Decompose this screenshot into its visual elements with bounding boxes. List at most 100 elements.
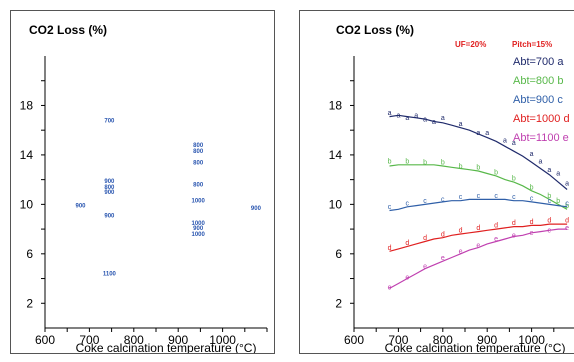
scatter-point-label: 1000	[192, 199, 206, 205]
series-data-point: d	[459, 228, 463, 235]
right-x-tick-label: 1000	[518, 333, 545, 347]
series-data-point: e	[388, 284, 392, 291]
series-data-point: b	[512, 176, 516, 183]
scatter-point-label: 900	[76, 204, 87, 210]
series-data-point: e	[459, 249, 463, 256]
series-data-point: a	[565, 181, 569, 188]
series-data-point: b	[530, 184, 534, 191]
right-x-tick-label: 700	[388, 333, 408, 347]
series-data-point: d	[476, 225, 480, 232]
left-chart-panel: 2 6 10 14 18 600 700 800 900 1000 CO2 Loss (%) Coke…	[10, 10, 275, 354]
series-data-point: d	[388, 245, 392, 252]
legend-entry: Abt=900 c	[513, 94, 563, 106]
scatter-point-label: 1000	[192, 232, 206, 238]
series-data-point: a	[396, 113, 400, 120]
series-data-point: d	[441, 231, 445, 238]
scatter-point-label: 900	[104, 213, 115, 219]
scatter-point-label: 800	[104, 185, 115, 191]
series-data-point: c	[548, 198, 552, 205]
scatter-point-label: 900	[104, 190, 115, 196]
series-data-point: e	[494, 236, 498, 243]
scatter-point-label: 1100	[103, 272, 117, 278]
scatter-point-label: 900	[193, 226, 204, 232]
series-data-point: a	[423, 116, 427, 123]
series-curve	[389, 198, 568, 212]
series-data-point: d	[494, 223, 498, 230]
series-data-point: c	[477, 193, 481, 200]
series-curve	[389, 114, 568, 190]
series-curve	[389, 164, 568, 210]
left-y-tick-label: 18	[20, 98, 34, 112]
series-data-point: c	[565, 200, 569, 207]
right-y-tick-label: 6	[335, 247, 342, 261]
legend-entry: Abt=1000 d	[513, 113, 570, 125]
right-y-tick-label: 14	[329, 148, 343, 162]
right-y-tick-label: 10	[329, 197, 343, 211]
series-data-point: a	[459, 121, 463, 128]
series-data-point: b	[565, 203, 569, 210]
series-data-point: a	[539, 158, 543, 165]
series-data-point: a	[556, 171, 560, 178]
series-data-point: b	[556, 198, 560, 205]
right-y-tick-label: 18	[329, 98, 343, 112]
series-data-point: a	[530, 151, 534, 158]
scatter-point-label: 700	[104, 118, 115, 124]
series-data-point: d	[512, 220, 516, 227]
series-data-point: b	[441, 160, 445, 167]
series-data-point: a	[441, 115, 445, 122]
series-data-point: a	[405, 115, 409, 122]
scatter-point-label: 800	[193, 143, 204, 149]
series-curve	[389, 223, 568, 252]
series-data-point: a	[388, 110, 392, 117]
param-uf: UF=20%	[455, 40, 486, 49]
right-chart-panel: 2 6 10 14 18 600 700 800 900 1000 CO2 Loss (%) Coke…	[299, 10, 574, 354]
series-data-point: c	[406, 200, 410, 207]
right-line-chart: 2 6 10 14 18 600 700 800 900 1000 CO2 Loss (%) Coke…	[329, 23, 574, 353]
series-data-point: c	[494, 193, 498, 200]
series-data-point: a	[476, 130, 480, 137]
left-y-tick-label: 6	[26, 247, 33, 261]
series-data-point: b	[547, 193, 551, 200]
scatter-point-label: 900	[251, 206, 262, 212]
param-pitch: Pitch=15%	[512, 40, 552, 49]
series-data-point: c	[441, 197, 445, 204]
series-data-point: c	[459, 194, 463, 201]
series-data-point: e	[441, 255, 445, 262]
left-chart-title: CO2 Loss (%)	[29, 23, 107, 37]
series-data-point: b	[423, 160, 427, 167]
series-data-point: d	[547, 218, 551, 225]
series-data-point: c	[530, 195, 534, 202]
series-data-point: d	[530, 219, 534, 226]
right-x-tick-label: 600	[344, 333, 364, 347]
right-x-tick-label: 800	[433, 333, 453, 347]
left-x-tick-label: 700	[79, 333, 99, 347]
left-x-axis-title: Coke calcination temperature (°C)	[76, 341, 257, 354]
left-x-tick-label: 800	[124, 333, 144, 347]
series-data-point: a	[485, 130, 489, 137]
left-y-tick-label: 14	[20, 148, 34, 162]
series-data-point: a	[432, 119, 436, 126]
legend-entry: Abt=800 b	[513, 75, 563, 87]
series-data-point: b	[494, 169, 498, 176]
left-y-tick-label: 10	[20, 197, 34, 211]
series-data-point: d	[423, 235, 427, 242]
series-data-point: a	[503, 137, 507, 144]
series-data-point: e	[512, 233, 516, 240]
series-data-point: e	[565, 225, 569, 232]
scatter-point-label: 800	[193, 149, 204, 155]
series-data-point: e	[530, 230, 534, 237]
series-data-point: e	[405, 275, 409, 282]
series-data-point: c	[512, 194, 516, 201]
right-y-tick-label: 2	[335, 296, 342, 310]
series-data-point: c	[423, 198, 427, 205]
series-data-point: b	[388, 158, 392, 165]
series-data-point: d	[405, 240, 409, 247]
scatter-point-label: 800	[193, 160, 204, 166]
series-data-point: e	[547, 228, 551, 235]
left-x-tick-label: 600	[35, 333, 55, 347]
series-data-point: b	[405, 158, 409, 165]
series-data-point: a	[512, 140, 516, 147]
scatter-point-label: 900	[104, 179, 115, 185]
series-data-point: a	[547, 167, 551, 174]
